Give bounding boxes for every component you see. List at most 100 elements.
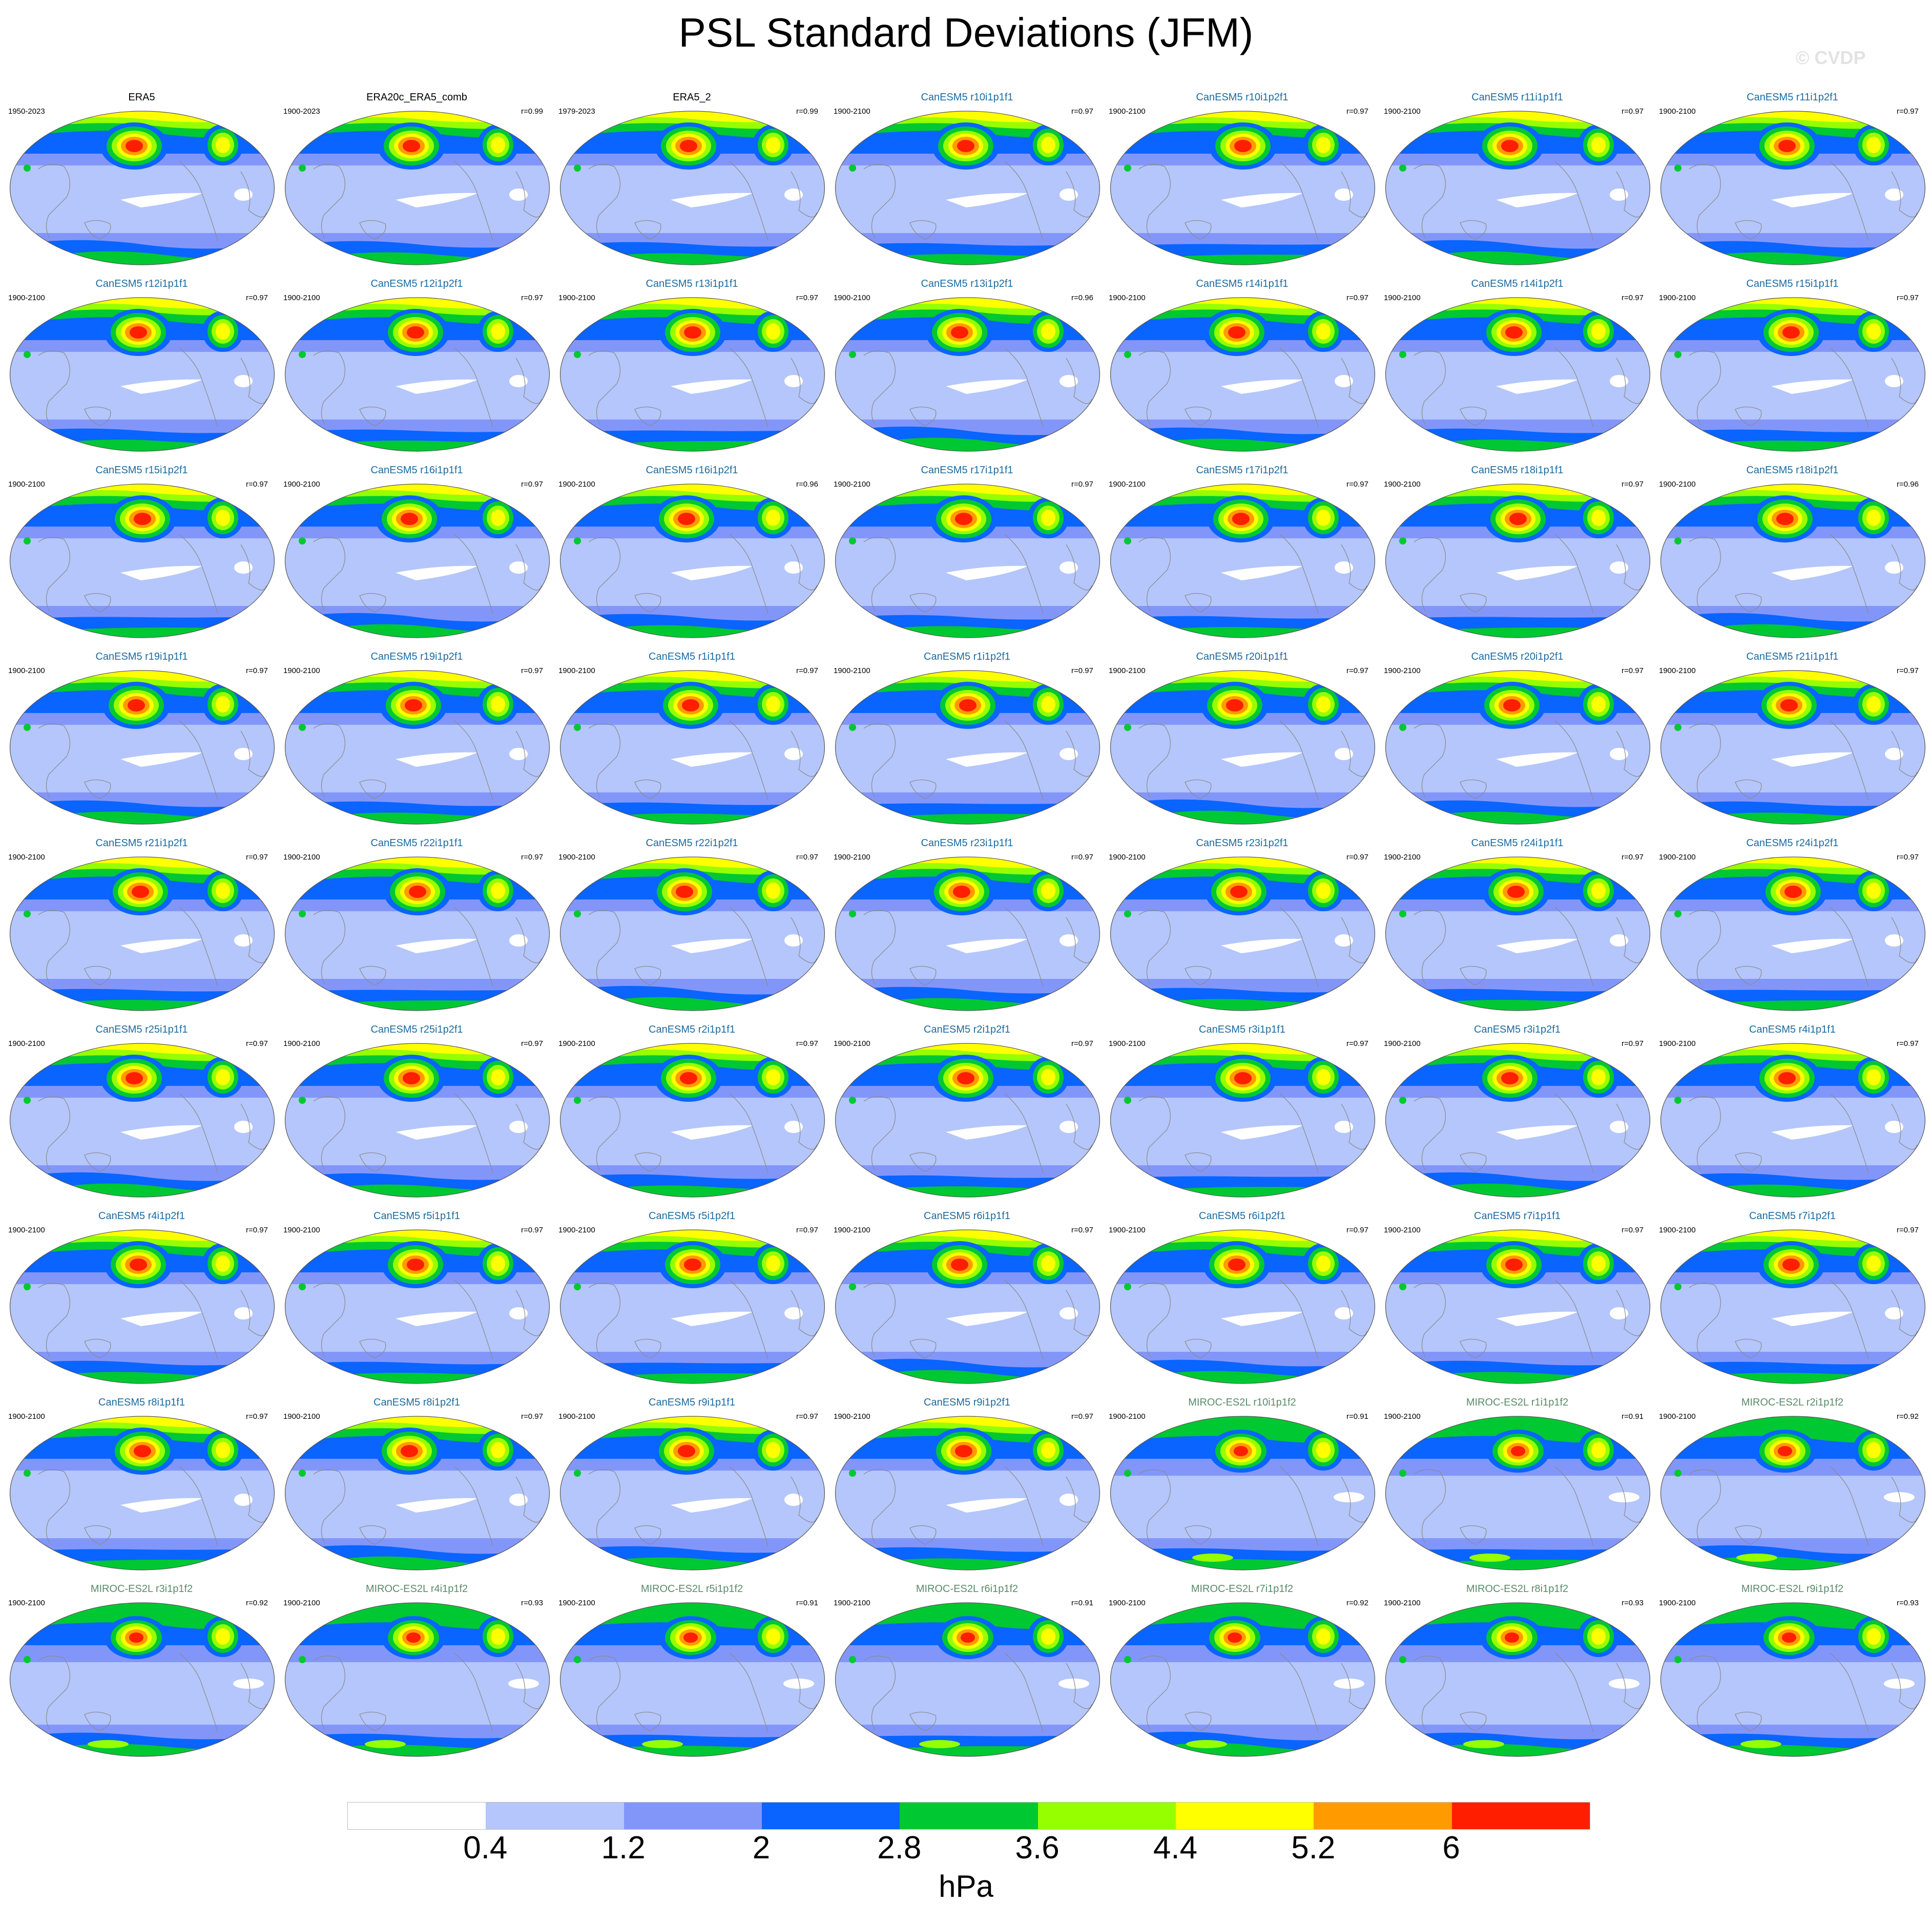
panel-title: CanESM5 r24i1p1f1 (1471, 837, 1564, 849)
global-map (1385, 1416, 1651, 1570)
global-map (835, 297, 1100, 452)
map-panel: CanESM5 r22i1p1f1 1900-2100 r=0.97 (279, 835, 554, 1022)
global-map (559, 1229, 825, 1384)
map-panel: MIROC-ES2L r4i1p1f2 1900-2100 r=0.93 (279, 1581, 554, 1768)
panel-period: 1900-2100 (1659, 853, 1696, 862)
panel-correlation: r=0.97 (796, 853, 818, 862)
map-panel: CanESM5 r18i1p1f1 1900-2100 r=0.97 (1380, 463, 1655, 649)
global-map (559, 1416, 825, 1570)
panel-correlation: r=0.92 (1897, 1412, 1919, 1421)
map-panel: CanESM5 r2i1p1f1 1900-2100 r=0.97 (554, 1022, 829, 1208)
panel-title: MIROC-ES2L r10i1p1f2 (1188, 1397, 1296, 1408)
panel-title: CanESM5 r20i1p2f1 (1471, 651, 1564, 662)
global-map (835, 670, 1100, 825)
map-panel: CanESM5 r11i1p2f1 1900-2100 r=0.97 (1655, 90, 1930, 276)
global-map (284, 297, 550, 452)
panel-correlation: r=0.97 (521, 1226, 543, 1234)
panel-title: CanESM5 r3i1p2f1 (1474, 1024, 1561, 1035)
panel-period: 1900-2100 (1109, 1039, 1146, 1048)
colorbar-tick-label: 3.6 (1015, 1830, 1060, 1866)
panel-title: CanESM5 r19i1p2f1 (370, 651, 463, 662)
colorbar-tick-label: 4.4 (1153, 1830, 1198, 1866)
colorbar-box (1175, 1803, 1314, 1829)
global-map (284, 856, 550, 1011)
map-panel: CanESM5 r13i1p1f1 1900-2100 r=0.97 (554, 276, 829, 463)
map-panel: CanESM5 r3i1p2f1 1900-2100 r=0.97 (1380, 1022, 1655, 1208)
panel-period: 1900-2100 (558, 853, 595, 862)
panel-period: 1900-2100 (1659, 1599, 1696, 1607)
panel-title: MIROC-ES2L r1i1p1f2 (1466, 1397, 1569, 1408)
panel-title: CanESM5 r17i1p2f1 (1196, 465, 1289, 476)
panel-correlation: r=0.97 (1622, 1226, 1644, 1234)
panel-period: 1900-2100 (283, 1412, 320, 1421)
panel-title: CanESM5 r24i1p2f1 (1746, 837, 1839, 849)
panel-title: MIROC-ES2L r9i1p1f2 (1741, 1583, 1844, 1595)
panel-title: ERA5 (128, 92, 155, 103)
global-map (9, 1229, 275, 1384)
global-map (1110, 1043, 1376, 1198)
map-panel: CanESM5 r13i1p2f1 1900-2100 r=0.96 (829, 276, 1105, 463)
panel-correlation: r=0.97 (796, 1039, 818, 1048)
panel-title: CanESM5 r19i1p1f1 (95, 651, 188, 662)
global-map (1385, 1043, 1651, 1198)
global-map (284, 1602, 550, 1757)
panel-correlation: r=0.99 (796, 107, 818, 116)
panel-period: 1900-2100 (1384, 1226, 1421, 1234)
panel-period: 1900-2100 (558, 666, 595, 675)
panel-correlation: r=0.97 (1897, 1226, 1919, 1234)
map-panel: CanESM5 r23i1p2f1 1900-2100 r=0.97 (1105, 835, 1380, 1022)
panel-correlation: r=0.97 (1071, 1226, 1093, 1234)
panel-title: CanESM5 r11i1p1f1 (1471, 92, 1563, 103)
panel-title: CanESM5 r22i1p2f1 (646, 837, 738, 849)
map-panel: CanESM5 r11i1p1f1 1900-2100 r=0.97 (1380, 90, 1655, 276)
panel-correlation: r=0.97 (1622, 480, 1644, 489)
panel-period: 1900-2100 (558, 1412, 595, 1421)
colorbar-tick-label: 6 (1442, 1830, 1460, 1866)
panel-correlation: r=0.97 (1622, 107, 1644, 116)
panel-title: CanESM5 r2i1p2f1 (924, 1024, 1010, 1035)
panel-title: CanESM5 r22i1p1f1 (370, 837, 463, 849)
global-map (559, 670, 825, 825)
panel-correlation: r=0.97 (1622, 666, 1644, 675)
global-map (1660, 297, 1926, 452)
panel-period: 1900-2100 (8, 294, 45, 302)
panel-period: 1900-2100 (834, 666, 870, 675)
panel-correlation: r=0.97 (1071, 853, 1093, 862)
panel-correlation: r=0.91 (1071, 1599, 1093, 1607)
panel-correlation: r=0.97 (1897, 1039, 1919, 1048)
global-map (559, 297, 825, 452)
panel-period: 1900-2100 (1384, 1599, 1421, 1607)
panel-correlation: r=0.97 (521, 294, 543, 302)
panel-period: 1900-2100 (1659, 294, 1696, 302)
panel-title: CanESM5 r16i1p1f1 (370, 465, 463, 476)
colorbar-box (1314, 1803, 1452, 1829)
panel-period: 1900-2100 (1384, 107, 1421, 116)
panel-title: MIROC-ES2L r3i1p1f2 (90, 1583, 193, 1595)
global-map (1660, 1602, 1926, 1757)
global-map (1660, 1416, 1926, 1570)
map-panel: CanESM5 r4i1p1f1 1900-2100 r=0.97 (1655, 1022, 1930, 1208)
panel-period: 1900-2100 (834, 107, 870, 116)
cvdp-watermark: © CVDP (1796, 47, 1866, 68)
panel-period: 1900-2100 (1109, 107, 1146, 116)
global-map (1385, 111, 1651, 265)
global-map (1660, 856, 1926, 1011)
global-map (1660, 1229, 1926, 1384)
map-panel: ERA5 1950-2023 (4, 90, 279, 276)
colorbar-tick-label: 0.4 (463, 1830, 508, 1866)
panel-correlation: r=0.97 (1897, 107, 1919, 116)
global-map (1110, 1229, 1376, 1384)
map-panel: CanESM5 r10i1p2f1 1900-2100 r=0.97 (1105, 90, 1380, 276)
panel-period: 1900-2100 (1659, 107, 1696, 116)
map-panel: CanESM5 r24i1p1f1 1900-2100 r=0.97 (1380, 835, 1655, 1022)
map-panel: CanESM5 r22i1p2f1 1900-2100 r=0.97 (554, 835, 829, 1022)
panel-period: 1900-2100 (1109, 1412, 1146, 1421)
global-map (1110, 297, 1376, 452)
map-panel: CanESM5 r19i1p2f1 1900-2100 r=0.97 (279, 649, 554, 835)
map-panel: CanESM5 r7i1p1f1 1900-2100 r=0.97 (1380, 1208, 1655, 1395)
global-map (1385, 297, 1651, 452)
panel-title: CanESM5 r4i1p2f1 (98, 1210, 185, 1222)
map-panel: CanESM5 r6i1p1f1 1900-2100 r=0.97 (829, 1208, 1105, 1395)
panel-period: 1900-2100 (1384, 294, 1421, 302)
panel-correlation: r=0.97 (1622, 1039, 1644, 1048)
